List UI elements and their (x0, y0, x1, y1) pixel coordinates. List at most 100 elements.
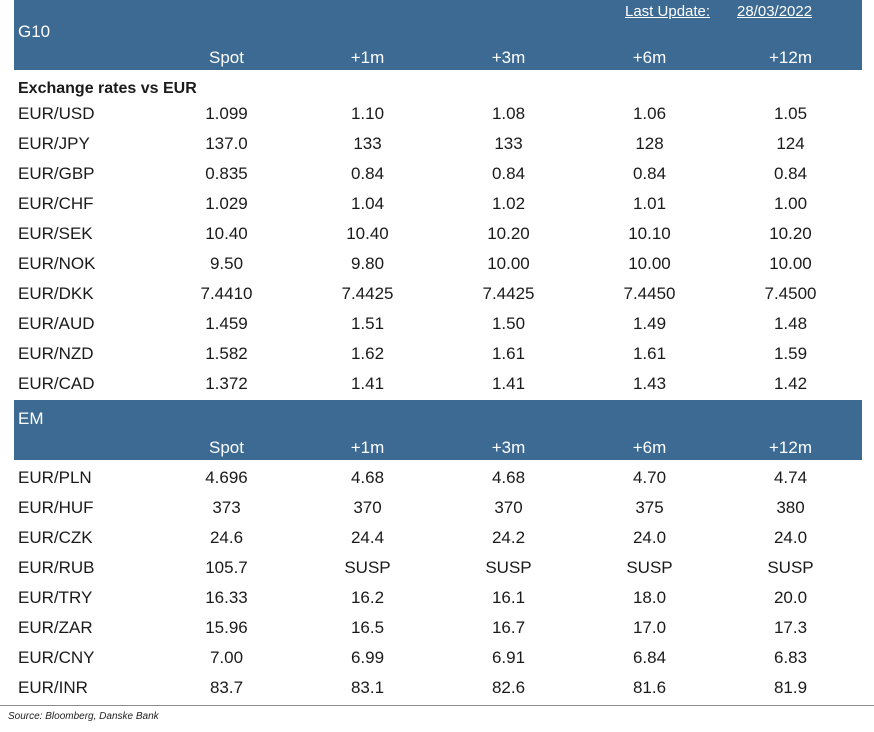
spot-value: 4.696 (205, 468, 248, 487)
forecast-6m: 1.01 (632, 194, 667, 213)
spot-value: 1.372 (205, 374, 248, 393)
column-header-3m: +3m (491, 438, 526, 457)
column-header-spot: Spot (209, 438, 244, 457)
forecast-12m: 1.00 (773, 194, 808, 213)
currency-pair: EUR/ZAR (18, 618, 93, 637)
forecast-1m: 16.5 (350, 618, 385, 637)
forecast-1m: 1.04 (350, 194, 385, 213)
forecast-1m: 4.68 (350, 468, 385, 487)
forecast-1m: 1.41 (350, 374, 385, 393)
forecast-12m: 0.84 (773, 164, 808, 183)
forecast-1m: 1.10 (350, 104, 385, 123)
spot-value: 9.50 (209, 254, 244, 273)
forecast-6m: 18.0 (632, 588, 667, 607)
column-header-spot: Spot (209, 48, 244, 67)
forecast-3m: 370 (494, 498, 523, 517)
currency-pair: EUR/CZK (18, 528, 93, 547)
forecast-12m: 1.42 (773, 374, 808, 393)
table-row: EUR/CAD 1.372 1.41 1.41 1.43 1.42 (14, 370, 862, 400)
spot-value: 10.40 (205, 224, 248, 243)
currency-pair: EUR/CAD (18, 374, 95, 393)
em-header-band: EM Spot +1m +3m +6m +12m (14, 400, 862, 460)
forecast-12m: 81.9 (773, 678, 808, 697)
forecast-12m: 124 (776, 134, 805, 153)
spot-value: 15.96 (205, 618, 248, 637)
source-note: Source: Bloomberg, Danske Bank (8, 711, 159, 722)
forecast-12m: 1.59 (773, 344, 808, 363)
table-row: EUR/NOK 9.50 9.80 10.00 10.00 10.00 (14, 250, 862, 280)
table-row: EUR/RUB 105.7 SUSP SUSP SUSP SUSP (14, 554, 862, 584)
table-row: EUR/CHF 1.029 1.04 1.02 1.01 1.00 (14, 190, 862, 220)
forecast-1m: 6.99 (350, 648, 385, 667)
forecast-6m: 4.70 (632, 468, 667, 487)
forecast-12m: 380 (776, 498, 805, 517)
spot-value: 1.582 (205, 344, 248, 363)
forecast-3m: 24.2 (491, 528, 526, 547)
forecast-12m: 20.0 (773, 588, 808, 607)
spot-value: 137.0 (205, 134, 248, 153)
forecast-6m: SUSP (626, 558, 673, 577)
forecast-12m: 7.4500 (764, 284, 817, 303)
forecast-6m: 10.10 (628, 224, 671, 243)
column-header-12m: +12m (769, 48, 812, 67)
g10-rows: EUR/USD 1.099 1.10 1.08 1.06 1.05 EUR/JPY 137.… (14, 100, 862, 400)
forecast-3m: 82.6 (491, 678, 526, 697)
forecast-3m: 1.50 (491, 314, 526, 333)
table-row: EUR/HUF 373 370 370 375 380 (14, 494, 862, 524)
forecast-6m: 17.0 (632, 618, 667, 637)
spot-value: 83.7 (209, 678, 244, 697)
table-row: EUR/GBP 0.835 0.84 0.84 0.84 0.84 (14, 160, 862, 190)
table-row: EUR/USD 1.099 1.10 1.08 1.06 1.05 (14, 100, 862, 130)
g10-column-headers: Spot +1m +3m +6m +12m (14, 48, 862, 70)
currency-pair: EUR/GBP (18, 164, 95, 183)
forecast-3m: 10.20 (487, 224, 530, 243)
forecast-6m: 81.6 (632, 678, 667, 697)
currency-pair: EUR/NZD (18, 344, 94, 363)
spot-value: 373 (212, 498, 241, 517)
column-header-1m: +1m (350, 438, 385, 457)
forecast-6m: 1.43 (632, 374, 667, 393)
em-group-label: EM (18, 409, 44, 428)
forecast-1m: 9.80 (350, 254, 385, 273)
forecast-6m: 10.00 (628, 254, 671, 273)
forecast-1m: 133 (353, 134, 382, 153)
forecast-1m: 7.4425 (341, 284, 394, 303)
currency-pair: EUR/SEK (18, 224, 93, 243)
column-header-6m: +6m (632, 438, 667, 457)
forecast-12m: 10.00 (769, 254, 812, 273)
forecast-3m: 1.41 (491, 374, 526, 393)
forecast-1m: SUSP (344, 558, 391, 577)
currency-pair: EUR/RUB (18, 558, 95, 577)
last-update-label: Last Update: (625, 3, 711, 20)
spot-value: 1.029 (205, 194, 248, 213)
currency-pair: EUR/INR (18, 678, 88, 697)
spot-value: 0.835 (205, 164, 248, 183)
forecast-1m: 1.51 (350, 314, 385, 333)
column-header-12m: +12m (769, 438, 812, 457)
forecast-3m: 133 (494, 134, 523, 153)
spot-value: 7.00 (209, 648, 244, 667)
g10-group-label: G10 (18, 22, 51, 41)
forecast-3m: 10.00 (487, 254, 530, 273)
forecast-6m: 24.0 (632, 528, 667, 547)
forecast-1m: 10.40 (346, 224, 389, 243)
forecast-1m: 83.1 (350, 678, 385, 697)
table-row: EUR/JPY 137.0 133 133 128 124 (14, 130, 862, 160)
column-header-6m: +6m (632, 48, 667, 67)
column-header-3m: +3m (491, 48, 526, 67)
table-row: EUR/PLN 4.696 4.68 4.68 4.70 4.74 (14, 464, 862, 494)
forecast-1m: 1.62 (350, 344, 385, 363)
forecast-12m: 10.20 (769, 224, 812, 243)
forecast-3m: 1.02 (491, 194, 526, 213)
table-row: EUR/INR 83.7 83.1 82.6 81.6 81.9 (14, 674, 862, 704)
forecast-3m: 4.68 (491, 468, 526, 487)
forecast-1m: 24.4 (350, 528, 385, 547)
forecast-3m: 16.1 (491, 588, 526, 607)
forecast-6m: 6.84 (632, 648, 667, 667)
forecast-3m: 0.84 (491, 164, 526, 183)
em-rows: EUR/PLN 4.696 4.68 4.68 4.70 4.74 EUR/HUF 373 3… (14, 460, 862, 704)
forecast-6m: 7.4450 (623, 284, 676, 303)
forecast-6m: 375 (635, 498, 664, 517)
currency-pair: EUR/NOK (18, 254, 96, 273)
forecast-3m: SUSP (485, 558, 532, 577)
